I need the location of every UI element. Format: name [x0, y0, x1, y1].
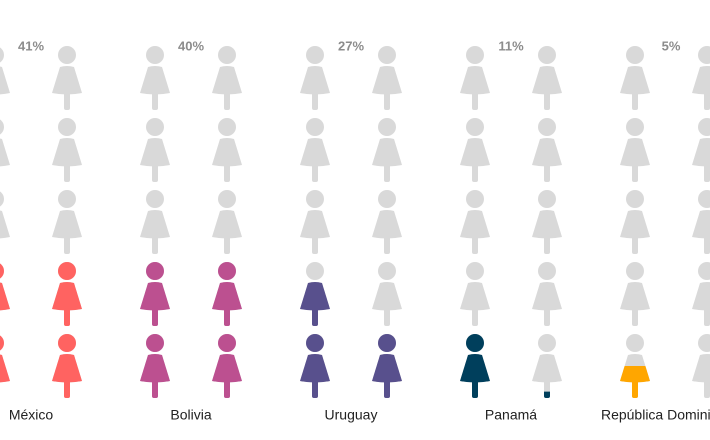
value-label: 11% [498, 38, 524, 53]
value-label: 41% [18, 38, 44, 53]
category-label: Uruguay [325, 407, 378, 423]
empty-icons [620, 46, 710, 398]
category-label: México [9, 407, 54, 423]
icon-fill [140, 262, 242, 398]
icon-fill [620, 366, 650, 398]
icon-fill [0, 262, 82, 398]
value-label: 27% [338, 38, 364, 53]
category-label: República Dominicana [601, 407, 710, 423]
icon-fill [300, 282, 402, 398]
value-label: 40% [178, 38, 204, 53]
value-label: 5% [662, 38, 681, 53]
category-label: Panamá [485, 407, 537, 423]
category-label: Bolivia [170, 407, 211, 423]
icon-fill [460, 334, 550, 398]
